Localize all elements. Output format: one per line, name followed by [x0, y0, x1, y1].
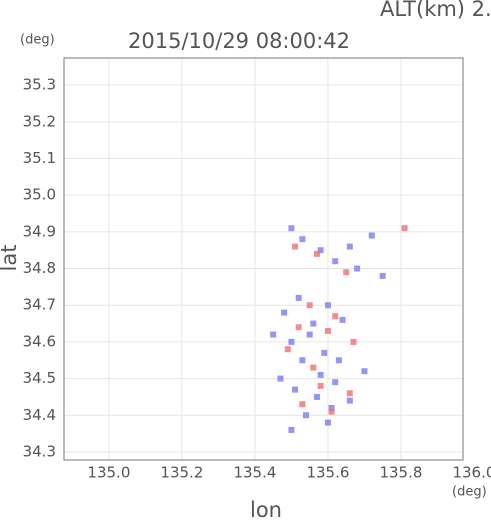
echo-cell — [324, 419, 331, 426]
echo-cell — [310, 364, 317, 371]
y-unit: (deg) — [20, 33, 55, 48]
echo-cell — [292, 386, 299, 393]
echo-cell — [335, 357, 342, 364]
y-tick-label: 34.8 — [23, 259, 56, 277]
echo-cell — [295, 324, 302, 331]
echo-cell — [324, 302, 331, 309]
echo-cell — [346, 243, 353, 250]
y-tick-label: 34.7 — [23, 296, 56, 314]
echo-cell — [284, 346, 291, 353]
y-tick-label: 35.1 — [23, 149, 56, 167]
echo-cell — [277, 375, 284, 382]
y-tick-label: 35.3 — [23, 76, 56, 94]
echo-cell — [299, 357, 306, 364]
echo-cell — [379, 272, 386, 279]
echo-cell — [354, 265, 361, 272]
echo-cell — [310, 320, 317, 327]
x-unit: (deg) — [452, 485, 487, 500]
echo-cell — [299, 236, 306, 243]
altitude: ALT(km) 2.0 — [380, 0, 491, 21]
echo-cell — [306, 331, 313, 338]
x-tick-label: 135.0 — [87, 464, 130, 482]
echo-cell — [401, 225, 408, 232]
echo-cell — [332, 313, 339, 320]
chart-title: 2015/10/29 08:00:42 — [128, 29, 350, 53]
x-tick-label: 135.8 — [379, 464, 422, 482]
y-tick-label: 34.5 — [23, 369, 56, 387]
echo-cell — [281, 309, 288, 316]
y-tick-label: 34.4 — [23, 406, 56, 424]
y-tick-label: 35.2 — [23, 112, 56, 130]
echo-cell — [328, 408, 335, 415]
echo-cell — [343, 269, 350, 276]
echo-cell — [350, 338, 357, 345]
echo-cell — [328, 404, 335, 411]
echo-cell — [295, 294, 302, 301]
echo-cell — [332, 379, 339, 386]
echo-cell — [368, 232, 375, 239]
echo-cell — [317, 371, 324, 378]
echo-cell — [317, 382, 324, 389]
y-tick-label: 35.0 — [23, 186, 56, 204]
echo-cell — [299, 401, 306, 408]
echo-cell — [292, 243, 299, 250]
echo-cell — [313, 250, 320, 257]
echo-cell — [361, 368, 368, 375]
echo-cell — [288, 338, 295, 345]
y-axis-label: lat — [0, 245, 21, 272]
echo-cell — [324, 327, 331, 334]
y-tick-label: 34.3 — [23, 442, 56, 460]
x-tick-label: 136.0 — [452, 464, 491, 482]
echo-cell — [317, 247, 324, 254]
x-tick-label: 135.2 — [160, 464, 203, 482]
echo-cell — [339, 316, 346, 323]
plot-frame — [63, 57, 464, 461]
echo-cell — [303, 412, 310, 419]
echo-cell — [306, 302, 313, 309]
x-axis-label: lon — [250, 498, 282, 521]
echo-cell — [288, 426, 295, 433]
echo-cell — [288, 225, 295, 232]
echo-cell — [270, 331, 277, 338]
echo-cell — [332, 258, 339, 265]
x-tick-label: 135.6 — [306, 464, 349, 482]
echo-cell — [321, 349, 328, 356]
echo-cell — [346, 397, 353, 404]
y-tick-label: 34.9 — [23, 222, 56, 240]
echo-cell — [346, 390, 353, 397]
y-tick-label: 34.6 — [23, 332, 56, 350]
x-tick-label: 135.4 — [233, 464, 276, 482]
echo-cell — [313, 393, 320, 400]
